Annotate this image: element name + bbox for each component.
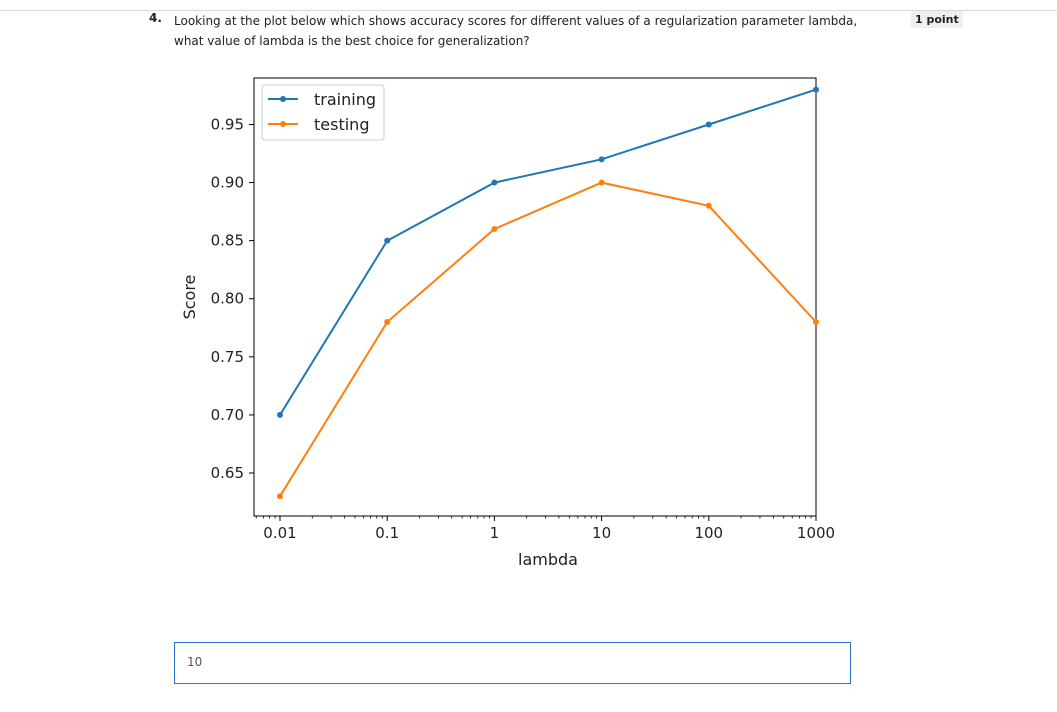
y-axis-ticks: 0.65 0.70 0.75 0.80 0.85 0.90 0.95: [211, 115, 254, 482]
x-minor-ticks: [255, 516, 812, 519]
data-point-testing: [813, 318, 819, 325]
question-text: Looking at the plot below which shows ac…: [174, 11, 874, 51]
y-tick-label: 0.70: [211, 406, 244, 424]
question-line-1: Looking at the plot below which shows ac…: [174, 14, 858, 28]
x-tick-label: 0.01: [263, 524, 296, 542]
data-point-testing: [491, 226, 498, 233]
y-tick-label: 0.75: [211, 348, 244, 366]
y-tick-label: 0.90: [211, 174, 244, 192]
legend-label: training: [314, 90, 376, 109]
y-tick-label: 0.85: [211, 232, 244, 250]
question-number: 4.: [149, 11, 162, 25]
x-tick-label: 10: [592, 524, 611, 542]
x-tick-label: 1: [490, 524, 500, 542]
series-line-training: [279, 88, 817, 416]
data-point-testing: [277, 493, 283, 500]
legend-swatch-marker: [280, 121, 286, 127]
plot-area-frame: [253, 77, 817, 517]
y-axis-label: Score: [180, 275, 199, 320]
data-point-training: [598, 156, 605, 163]
series-training: [277, 86, 819, 418]
data-point-testing: [598, 179, 605, 186]
series-layer: [277, 86, 819, 500]
legend: training testing: [261, 84, 385, 141]
legend-swatch-marker: [280, 96, 286, 102]
data-point-training: [277, 411, 283, 418]
series-testing: [277, 179, 819, 500]
x-axis-ticks: 0.01 0.1 1 10 100 1000: [263, 516, 835, 542]
x-tick-label: 1000: [797, 524, 835, 542]
y-tick-label: 0.95: [211, 115, 244, 133]
score-vs-lambda-chart: 0.01 0.1 1 10 100 1000 0.650.700.750.800.850.…: [180, 77, 835, 569]
x-tick-label: 100: [694, 524, 723, 542]
data-point-testing: [384, 318, 391, 325]
data-point-testing: [705, 202, 712, 209]
y-tick-label: 0.80: [211, 290, 244, 308]
data-point-training: [705, 121, 712, 128]
top-divider: [0, 10, 1057, 11]
answer-input[interactable]: 10: [174, 642, 851, 684]
question-line-2: what value of lambda is the best choice …: [174, 34, 530, 48]
series-line-testing: [279, 181, 817, 497]
data-point-training: [491, 179, 498, 186]
legend-label: testing: [314, 115, 369, 134]
x-tick-label: 0.1: [375, 524, 399, 542]
data-point-training: [384, 237, 391, 244]
answer-value: 10: [187, 655, 203, 669]
y-tick-label: 0.65: [211, 464, 244, 482]
x-axis-label: lambda: [518, 550, 578, 569]
data-point-training: [813, 86, 819, 93]
points-badge: 1 point: [911, 11, 963, 28]
